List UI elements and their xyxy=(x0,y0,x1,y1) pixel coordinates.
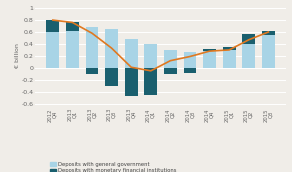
Bar xyxy=(262,35,275,68)
Y-axis label: € billion: € billion xyxy=(15,44,20,68)
Bar xyxy=(164,50,177,68)
Bar xyxy=(164,68,177,74)
Bar xyxy=(145,68,157,95)
Bar xyxy=(262,31,275,35)
Bar xyxy=(223,50,236,68)
Bar xyxy=(203,51,216,68)
Bar xyxy=(242,44,255,68)
Bar xyxy=(145,44,157,68)
Bar xyxy=(86,68,98,74)
Bar xyxy=(66,23,79,31)
Legend: Deposits with general government, Deposits with monetary financial institutions,: Deposits with general government, Deposi… xyxy=(50,162,176,172)
Bar xyxy=(203,49,216,51)
Bar xyxy=(105,68,118,86)
Bar xyxy=(125,39,138,68)
Bar xyxy=(105,29,118,68)
Bar xyxy=(46,32,59,68)
Bar xyxy=(86,27,98,68)
Bar xyxy=(184,68,196,73)
Bar xyxy=(242,34,255,44)
Bar xyxy=(125,68,138,96)
Bar xyxy=(184,52,196,68)
Bar xyxy=(223,47,236,50)
Bar xyxy=(46,20,59,32)
Bar xyxy=(66,31,79,68)
